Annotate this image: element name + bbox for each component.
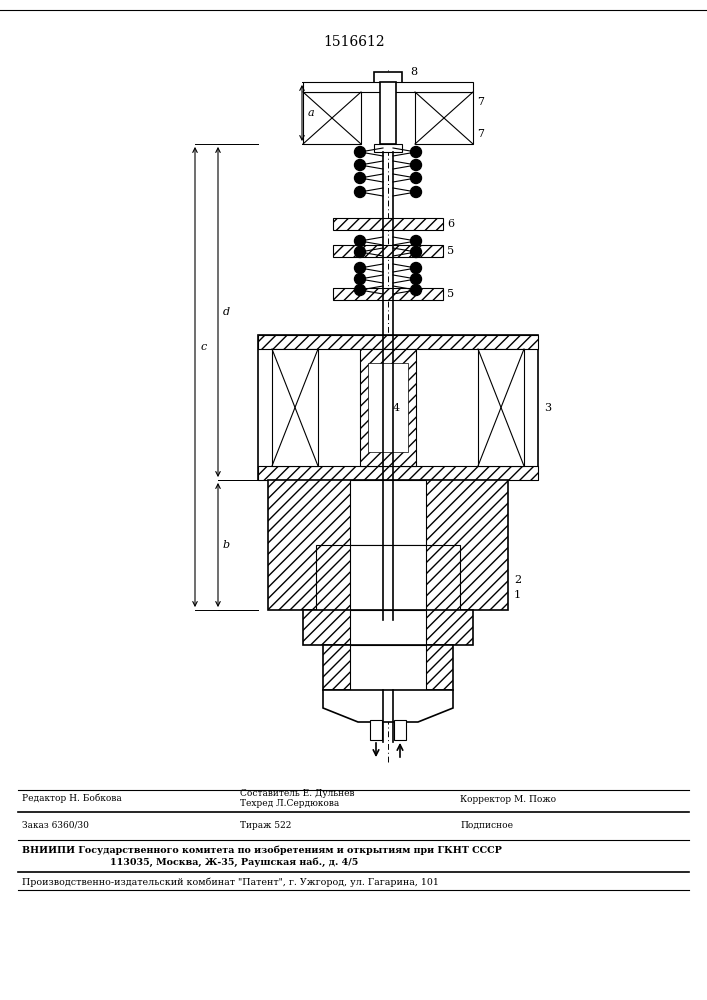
Bar (303, 610, 473, 645)
Bar (268, 480, 508, 610)
Bar (370, 720, 382, 740)
Circle shape (354, 262, 366, 273)
Text: b: b (223, 540, 230, 550)
Bar (360, 349, 416, 466)
Text: 6: 6 (447, 219, 454, 229)
Text: Подписное: Подписное (460, 820, 513, 830)
Text: 1: 1 (514, 590, 521, 600)
Circle shape (411, 159, 421, 170)
Circle shape (354, 235, 366, 246)
Circle shape (411, 186, 421, 198)
Text: 3: 3 (544, 403, 551, 413)
Text: Редактор Н. Бобкова: Редактор Н. Бобкова (22, 793, 122, 803)
Text: c: c (201, 342, 207, 352)
Bar (380, 82, 396, 144)
Bar (350, 480, 426, 610)
Circle shape (354, 146, 366, 157)
Bar (374, 72, 402, 92)
Text: 113035, Москва, Ж-35, Раушская наб., д. 4/5: 113035, Москва, Ж-35, Раушская наб., д. … (110, 857, 358, 867)
Circle shape (354, 186, 366, 198)
Bar (394, 720, 406, 740)
Text: 2: 2 (514, 575, 521, 585)
Text: ВНИИПИ Государственного комитета по изобретениям и открытиям при ГКНТ СССР: ВНИИПИ Государственного комитета по изоб… (22, 845, 502, 855)
Bar (316, 545, 460, 610)
Bar (272, 349, 318, 466)
Text: Составитель Е. Дульнев: Составитель Е. Дульнев (240, 790, 354, 798)
Text: Корректор М. Пожо: Корректор М. Пожо (460, 794, 556, 804)
Circle shape (411, 246, 421, 257)
Circle shape (411, 146, 421, 157)
Bar (323, 645, 453, 690)
Bar (350, 645, 426, 690)
Text: d: d (223, 307, 230, 317)
Bar (333, 245, 443, 257)
Circle shape (411, 284, 421, 296)
Text: 8: 8 (410, 67, 417, 77)
Text: 7: 7 (477, 129, 484, 139)
Text: 5: 5 (447, 246, 454, 256)
Bar (258, 466, 538, 480)
Circle shape (354, 284, 366, 296)
Circle shape (354, 172, 366, 184)
Bar (415, 92, 473, 144)
Bar (368, 363, 408, 452)
Text: 4: 4 (393, 403, 400, 413)
Bar (333, 218, 443, 230)
Text: 5: 5 (447, 289, 454, 299)
Text: Тираж 522: Тираж 522 (240, 820, 291, 830)
Circle shape (354, 159, 366, 170)
Circle shape (354, 246, 366, 257)
Bar (258, 335, 538, 349)
Bar (303, 82, 473, 92)
Bar (350, 545, 426, 610)
Circle shape (411, 235, 421, 246)
Bar (303, 92, 361, 144)
Text: 1516612: 1516612 (323, 35, 385, 49)
Circle shape (354, 273, 366, 284)
Text: Производственно-издательский комбинат "Патент", г. Ужгород, ул. Гагарина, 101: Производственно-издательский комбинат "П… (22, 877, 439, 887)
Text: Заказ 6360/30: Заказ 6360/30 (22, 820, 89, 830)
Bar (258, 335, 538, 480)
Text: Техред Л.Сердюкова: Техред Л.Сердюкова (240, 800, 339, 808)
Bar (333, 288, 443, 300)
Bar (350, 610, 426, 645)
Circle shape (411, 262, 421, 273)
Text: a: a (308, 108, 315, 118)
Bar (478, 349, 524, 466)
Text: 7: 7 (477, 97, 484, 107)
Bar (374, 144, 402, 152)
Circle shape (411, 172, 421, 184)
Circle shape (411, 273, 421, 284)
Polygon shape (323, 690, 453, 722)
